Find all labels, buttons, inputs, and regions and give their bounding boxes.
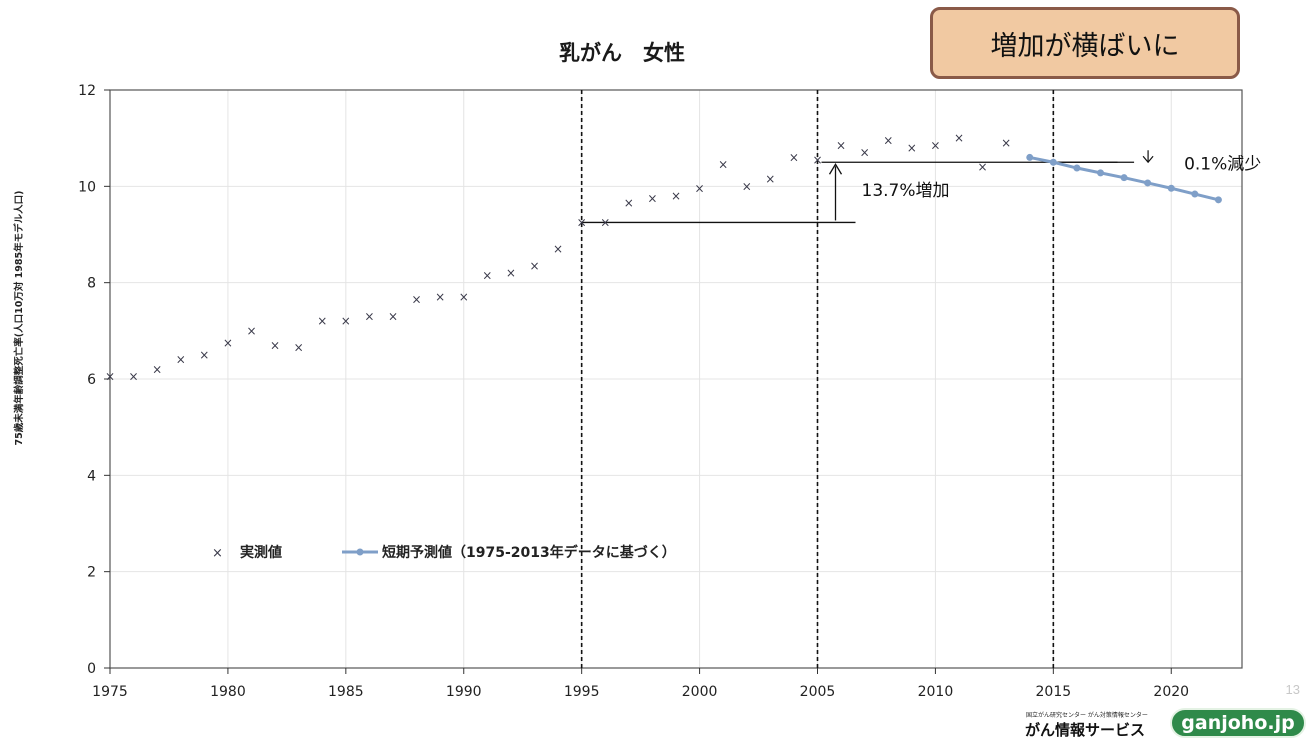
brand-name: がん情報サービス — [1025, 721, 1146, 739]
chart-title: 乳がん 女性 — [559, 41, 685, 65]
y-axis-ticks: 0 2 4 6 8 10 12 — [78, 83, 110, 677]
observed-point: × — [553, 242, 563, 256]
x-tick-label: 1995 — [564, 684, 600, 700]
x-tick-label: 1990 — [446, 684, 482, 700]
observed-point: × — [129, 370, 139, 384]
observed-point: × — [482, 268, 492, 282]
callout-banner: 増加が横ばいに — [930, 7, 1240, 79]
observed-point: × — [954, 131, 964, 145]
forecast-point — [1144, 179, 1152, 187]
observed-point: × — [742, 179, 752, 193]
x-tick-label: 1985 — [328, 684, 364, 700]
observed-point: × — [600, 215, 610, 229]
observed-point: × — [695, 182, 705, 196]
page-number: 13 — [1285, 682, 1300, 697]
observed-point: × — [435, 290, 445, 304]
y-tick-label: 4 — [87, 468, 96, 484]
forecast-point — [1167, 184, 1175, 192]
legend-forecast-marker — [356, 548, 364, 556]
x-tick-label: 1975 — [92, 684, 128, 700]
observed-point: × — [223, 336, 233, 350]
observed-point: × — [577, 215, 587, 229]
legend-forecast-label: 短期予測値（1975-2013年データに基づく） — [382, 544, 676, 561]
observed-point: × — [812, 153, 822, 167]
observed-point: × — [341, 314, 351, 328]
annotation-layer: 13.7%増加 0.1%減少 — [581, 150, 1261, 224]
x-tick-label: 1980 — [210, 684, 246, 700]
observed-point: × — [978, 160, 988, 174]
observed-point: × — [860, 146, 870, 160]
annotation-decrease: 0.1%減少 — [1184, 154, 1261, 174]
callout-text: 増加が横ばいに — [990, 30, 1180, 62]
observed-point: × — [459, 290, 469, 304]
forecast-point — [1214, 196, 1222, 204]
annotation-increase: 13.7%増加 — [862, 181, 950, 201]
grid — [109, 89, 1242, 669]
observed-point: × — [294, 341, 304, 355]
reference-lines — [580, 90, 1055, 668]
brand-org-line: 国立がん研究センター がん対策情報センター — [1026, 712, 1148, 719]
observed-point: × — [1001, 136, 1011, 150]
observed-point: × — [246, 324, 256, 338]
forecast-point — [1097, 169, 1104, 177]
y-tick-label: 6 — [87, 372, 96, 388]
observed-point: × — [152, 362, 162, 376]
y-tick-label: 10 — [78, 179, 96, 195]
forecast-point — [1073, 164, 1081, 172]
y-tick-label: 2 — [87, 565, 96, 581]
forecast-point — [1191, 190, 1199, 198]
forecast-point — [1026, 153, 1034, 161]
legend: × 実測値 短期予測値（1975-2013年データに基づく） — [212, 544, 676, 561]
observed-point: × — [199, 348, 209, 362]
observed-point: × — [105, 370, 115, 384]
observed-point: × — [270, 338, 280, 352]
x-tick-label: 2005 — [800, 684, 836, 700]
decrease-arrow-head — [1142, 155, 1154, 164]
x-tick-label: 2015 — [1036, 684, 1072, 700]
observed-point: × — [718, 158, 728, 172]
observed-point: × — [765, 172, 775, 186]
observed-point: × — [907, 141, 917, 155]
x-tick-label: 2020 — [1153, 684, 1189, 700]
observed-point: × — [364, 309, 374, 323]
x-tick-label: 2010 — [918, 684, 954, 700]
observed-point: × — [836, 138, 846, 152]
observed-point: × — [412, 293, 422, 307]
observed-point: × — [624, 196, 634, 210]
observed-point: × — [930, 138, 940, 152]
y-tick-label: 0 — [87, 661, 96, 677]
observed-point: × — [388, 309, 398, 323]
observed-point: × — [317, 314, 327, 328]
series-observed: × × × × × × × × × × × × × × × × × × × × × × × × × × × × × × × × × × × × × × × — [105, 131, 1011, 383]
observed-point: × — [671, 189, 681, 203]
forecast-point — [1049, 158, 1057, 166]
series-forecast — [1026, 153, 1222, 204]
x-tick-label: 2000 — [682, 684, 718, 700]
observed-point: × — [647, 191, 657, 205]
y-tick-label: 12 — [78, 83, 96, 99]
y-tick-label: 8 — [87, 276, 96, 292]
x-axis-ticks: 1975 1980 1985 1990 1995 2000 2005 2010 2015 2020 — [92, 668, 1189, 700]
brand-logo[interactable]: 国立がん研究センター がん対策情報センター がん情報サービス ganjoho.j… — [1022, 708, 1306, 740]
y-axis-label: 75歳未満年齢調整死亡率(人口10万対 1985年モデル人口) — [13, 191, 25, 446]
legend-observed-label: 実測値 — [240, 544, 282, 561]
increase-arrow-head — [828, 162, 843, 175]
observed-point: × — [789, 150, 799, 164]
brand-url[interactable]: ganjoho.jp — [1170, 708, 1306, 738]
legend-observed-marker: × — [212, 546, 223, 561]
forecast-point — [1120, 174, 1128, 182]
observed-point: × — [506, 266, 516, 280]
observed-point: × — [176, 353, 186, 367]
observed-point: × — [883, 134, 893, 148]
observed-point: × — [529, 259, 539, 273]
